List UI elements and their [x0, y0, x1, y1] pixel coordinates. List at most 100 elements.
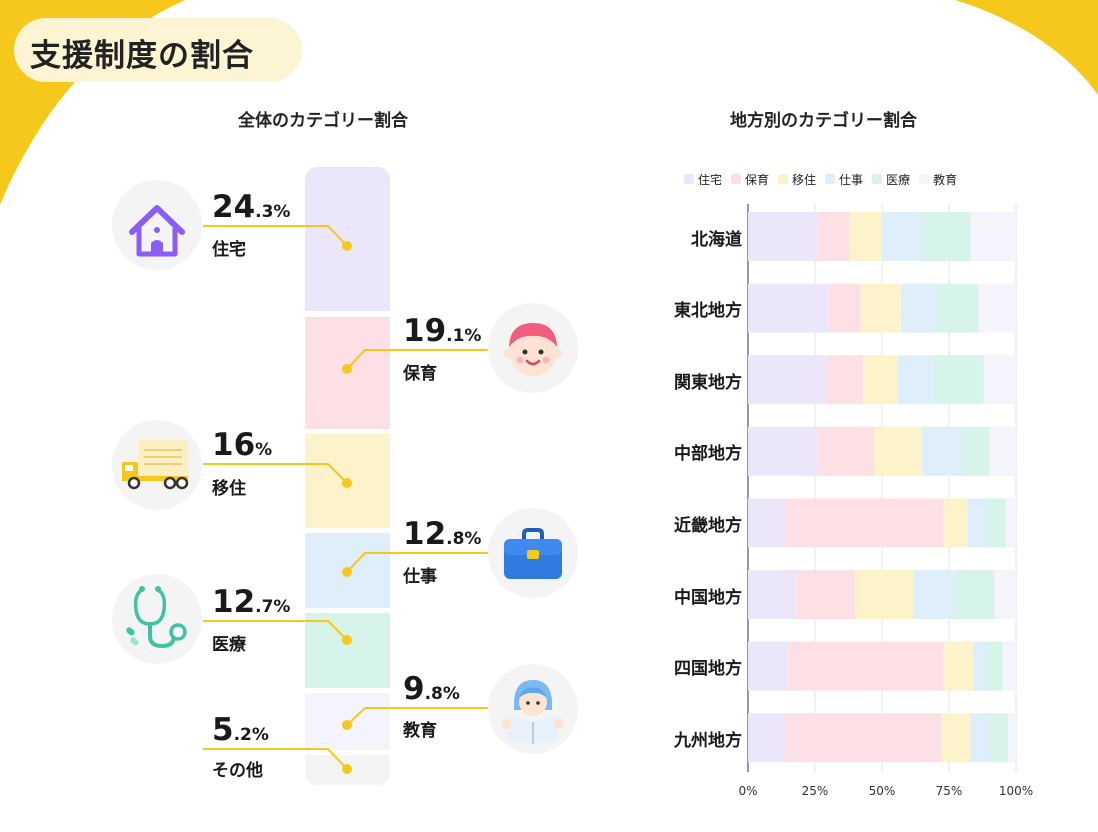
value-label-kyoiku: 9.8% [403, 671, 460, 707]
value-label-iju: 16% [212, 427, 273, 463]
bar-segment [1007, 713, 1016, 763]
moving-truck-icon [112, 420, 202, 510]
bar-segment [825, 355, 864, 405]
bar-segment [989, 426, 1016, 476]
bar-segment [986, 498, 1006, 548]
legend-label: 保育 [745, 172, 770, 187]
bar-segment [873, 426, 923, 476]
region-label: 中部地方 [674, 444, 742, 465]
legend-item: 仕事 [825, 170, 863, 188]
value-label-shigoto: 12.8% [403, 516, 482, 552]
bar-segment [962, 426, 990, 476]
bar-segment [970, 713, 990, 763]
region-label: 四国地方 [674, 659, 742, 680]
region-label: 中国地方 [674, 587, 742, 608]
bar-segment [828, 283, 861, 333]
bar-segment [855, 570, 915, 619]
legend-item: 医療 [872, 170, 910, 188]
value-label-iryo: 12.7% [212, 584, 291, 620]
bar-segment [1002, 641, 1016, 691]
legend-swatch [825, 174, 836, 184]
bar-segment [970, 212, 1016, 261]
bar-segment [967, 498, 987, 548]
leader-line-sonota [203, 748, 348, 770]
legend-item: 移住 [778, 170, 816, 188]
segment-iryo [305, 613, 390, 688]
leader-dot-hoiku [342, 364, 352, 374]
category-label-kyoiku: 教育 [403, 721, 437, 741]
legend: 住宅 保育 移住 仕事 医療 教育 [684, 170, 966, 188]
value-label-hoiku: 19.1% [403, 313, 482, 349]
leader-line-kyoiku [346, 707, 488, 726]
category-label-iju: 移住 [212, 479, 246, 499]
leader-dot-jutaku [342, 241, 352, 251]
legend-swatch [872, 174, 883, 184]
bar-segment [900, 283, 936, 333]
bar-segment [994, 570, 1016, 619]
region-label: 北海道 [691, 229, 742, 250]
x-tick-label: 25% [802, 784, 829, 798]
bar-segment [785, 498, 944, 548]
bar-segment [940, 713, 971, 763]
bar-segment [849, 212, 882, 261]
legend-label: 医療 [886, 172, 911, 187]
child-face-icon [488, 303, 578, 393]
bar-segment [748, 641, 789, 691]
bar-segment [748, 713, 786, 763]
leader-dot-iju [342, 478, 352, 488]
bar-segment [986, 641, 1003, 691]
region-label: 関東地方 [674, 372, 742, 393]
leader-line-iju [203, 463, 348, 484]
bar-segment [922, 426, 963, 476]
bar-segment [817, 212, 850, 261]
bar-segment [748, 212, 818, 261]
bar-segment [978, 283, 1016, 333]
leader-line-shigoto [346, 552, 488, 573]
leader-line-hoiku [346, 349, 488, 370]
leader-dot-sonota [342, 764, 352, 774]
region-label: 東北地方 [674, 301, 742, 322]
legend-label: 住宅 [698, 172, 723, 187]
legend-swatch [731, 174, 742, 184]
stethoscope-icon [112, 574, 202, 664]
bar-segment [983, 355, 1016, 405]
left-chart-title: 全体のカテゴリー割合 [238, 111, 408, 131]
category-label-hoiku: 保育 [403, 364, 437, 384]
value-label-jutaku: 24.3% [212, 189, 291, 225]
legend-swatch [919, 174, 930, 184]
house-icon [112, 180, 202, 270]
legend-label: 仕事 [839, 172, 864, 187]
student-reading-icon [488, 664, 578, 754]
bar-segment [748, 283, 829, 333]
legend-label: 教育 [933, 172, 958, 187]
bar-segment [989, 713, 1008, 763]
category-label-shigoto: 仕事 [403, 567, 437, 587]
right-chart-title: 地方別のカテゴリー割合 [730, 111, 917, 131]
x-tick-label: 0% [738, 784, 757, 798]
bar-segment [943, 641, 974, 691]
leader-line-jutaku [203, 225, 348, 247]
leader-dot-iryo [342, 635, 352, 645]
bar-segment [882, 212, 923, 261]
bar-segment [954, 570, 995, 619]
title-pill [14, 18, 302, 82]
legend-label: 移住 [792, 172, 817, 187]
bar-segment [943, 498, 968, 548]
region-label: 近畿地方 [674, 515, 742, 536]
x-tick-label: 50% [869, 784, 896, 798]
bar-segment [748, 570, 797, 619]
x-tick-label: 100% [999, 784, 1033, 798]
bar-segment [748, 355, 826, 405]
bar-segment [748, 498, 786, 548]
region-label: 九州地方 [674, 730, 742, 751]
page-title: 支援制度の割合 [30, 38, 254, 74]
legend-item: 教育 [919, 170, 957, 188]
legend-item: 保育 [731, 170, 769, 188]
category-label-sonota: その他 [212, 761, 263, 781]
bar-segment [973, 641, 987, 691]
category-label-iryo: 医療 [212, 635, 246, 655]
bar-segment [935, 283, 979, 333]
bar-segment [788, 641, 944, 691]
legend-swatch [778, 174, 789, 184]
